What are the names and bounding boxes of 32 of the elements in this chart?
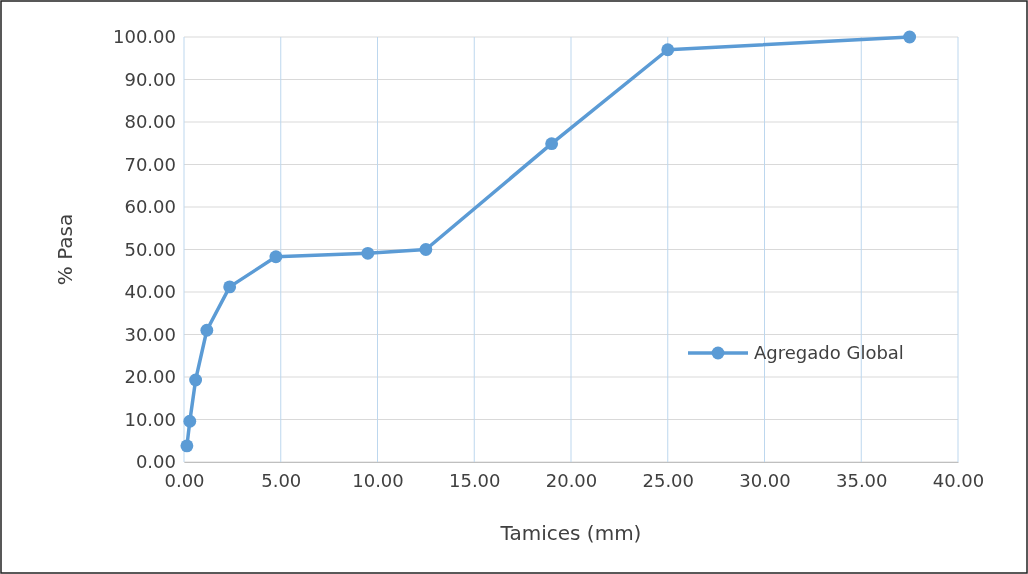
y-axis-title: % Pasa <box>53 213 77 286</box>
y-tick-label: 100.00 <box>113 26 176 48</box>
point <box>903 30 917 44</box>
y-tick-label: 50.00 <box>124 238 176 260</box>
x-tick-label: 20.00 <box>545 469 598 491</box>
legend-label: Agregado Global <box>754 342 904 363</box>
point <box>180 439 194 453</box>
point <box>200 323 214 337</box>
x-axis-title: Tamices (mm) <box>499 521 642 545</box>
y-tick-label: 20.00 <box>124 366 176 388</box>
x-tick-label: 10.00 <box>352 469 404 491</box>
point <box>189 373 203 387</box>
x-tick-label: 25.00 <box>642 469 695 491</box>
x-tick-label: 35.00 <box>835 469 888 491</box>
y-tick-label: 80.00 <box>124 111 176 133</box>
x-tick-label: 30.00 <box>739 469 791 491</box>
y-tick-label: 10.00 <box>124 408 176 430</box>
x-tick-label: 40.00 <box>932 469 985 491</box>
point <box>545 137 559 151</box>
point <box>183 414 197 428</box>
point <box>361 246 375 260</box>
y-tick-label: 40.00 <box>124 281 176 303</box>
y-tick-label: 30.00 <box>124 323 176 345</box>
y-tick-label: 70.00 <box>124 153 176 175</box>
x-tick-label: 5.00 <box>261 469 302 491</box>
point <box>269 250 283 264</box>
y-tick-label: 90.00 <box>124 68 176 90</box>
y-tick-label: 60.00 <box>124 196 176 218</box>
point <box>223 280 237 294</box>
point <box>661 43 675 57</box>
point <box>419 243 433 256</box>
x-tick-label: 15.00 <box>448 469 501 491</box>
